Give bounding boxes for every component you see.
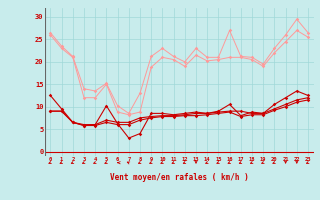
X-axis label: Vent moyen/en rafales ( km/h ): Vent moyen/en rafales ( km/h ) xyxy=(110,173,249,182)
